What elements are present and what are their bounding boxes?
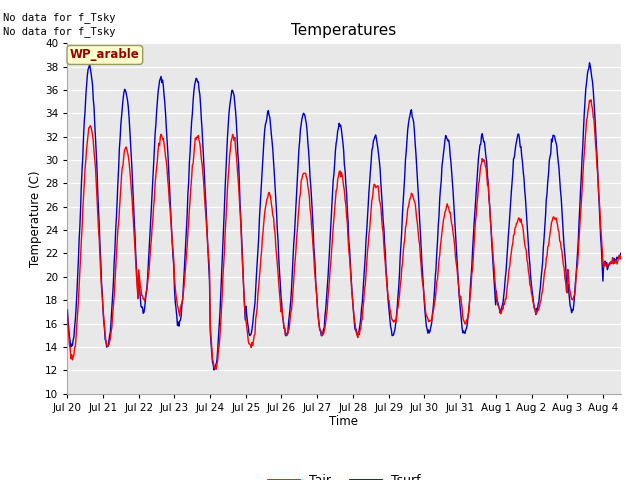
Text: No data for f_Tsky: No data for f_Tsky: [3, 26, 116, 37]
Tair: [212, 366, 220, 372]
X-axis label: Time: Time: [330, 415, 358, 429]
Legend: Tair, Tsurf: Tair, Tsurf: [262, 469, 426, 480]
Tair: [141, 298, 148, 304]
Tair: [321, 324, 329, 330]
Text: WP_arable: WP_arable: [70, 48, 140, 61]
Tair: [617, 254, 625, 260]
Tsurf: [141, 305, 148, 311]
Line: Tair: Tair: [67, 100, 621, 369]
Tair: [63, 307, 71, 313]
Tsurf: [63, 303, 71, 309]
Tair: [587, 97, 595, 103]
Line: Tsurf: Tsurf: [67, 63, 621, 370]
Tsurf: [321, 312, 329, 318]
Tair: [65, 342, 73, 348]
Tsurf: [210, 367, 218, 373]
Tsurf: [475, 156, 483, 161]
Text: No data for f_Tsky: No data for f_Tsky: [3, 12, 116, 23]
Tsurf: [617, 250, 625, 256]
Tsurf: [300, 111, 308, 117]
Tsurf: [586, 60, 593, 66]
Tair: [300, 170, 308, 176]
Title: Temperatures: Temperatures: [291, 23, 397, 38]
Tsurf: [461, 330, 469, 336]
Tair: [461, 321, 469, 327]
Tair: [475, 181, 483, 187]
Y-axis label: Temperature (C): Temperature (C): [29, 170, 42, 267]
Tsurf: [65, 333, 73, 339]
